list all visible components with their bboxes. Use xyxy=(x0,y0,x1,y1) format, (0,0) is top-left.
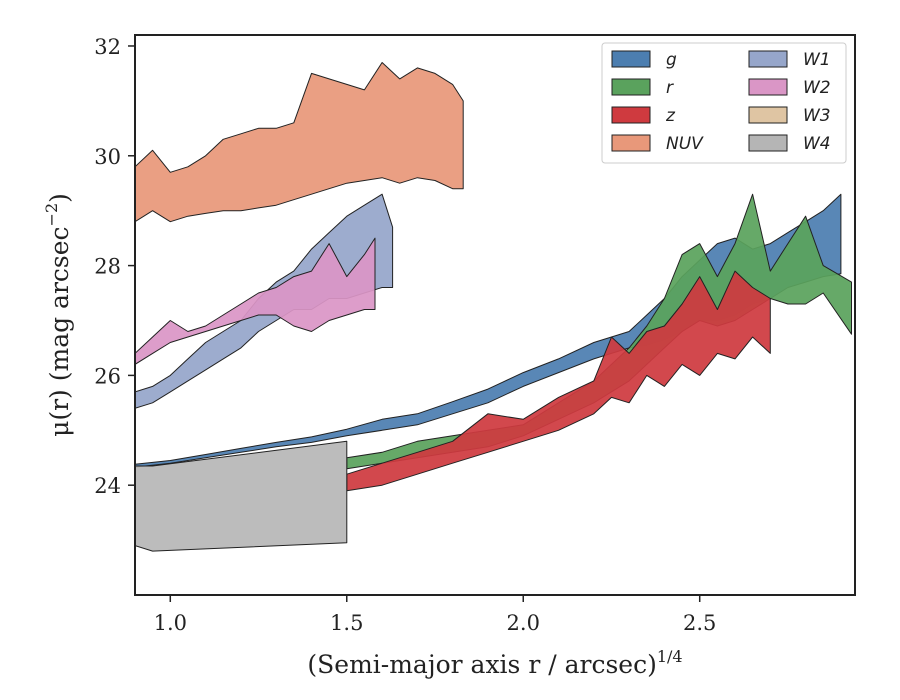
legend-label-z: z xyxy=(665,106,676,126)
legend-label-g: g xyxy=(666,50,677,70)
series-band-w4 xyxy=(135,440,348,552)
legend-swatch-w1 xyxy=(748,50,788,68)
series-band-w2 xyxy=(135,237,376,365)
legend-swatch-r xyxy=(611,78,651,96)
legend-label-w2: W2 xyxy=(803,78,831,98)
legend-swatch-w2 xyxy=(748,78,788,96)
tick-layer: 1.0 1.5 2.0 2.5 24 26 28 30 32 xyxy=(94,35,716,635)
x-tick-label: 2.5 xyxy=(683,611,716,635)
legend-swatch-nuv xyxy=(611,134,651,152)
legend: grz NUV W1 W2 W3 W4 xyxy=(601,42,847,164)
plot-frame xyxy=(134,34,856,596)
legend-label-w4: W4 xyxy=(803,134,831,154)
x-tick-label: 1.5 xyxy=(330,611,363,635)
y-tick-label: 26 xyxy=(94,364,121,388)
legend-swatch-g xyxy=(611,50,651,68)
series-layer xyxy=(135,62,852,552)
y-tick-label: 24 xyxy=(94,474,121,498)
legend-label-nuv: NUV xyxy=(666,134,704,154)
series-band-z xyxy=(346,270,771,492)
legend-swatch-w4 xyxy=(748,134,788,152)
legend-label-r: r xyxy=(666,78,674,98)
legend-swatch-w3 xyxy=(748,106,788,124)
legend-label-w1: W1 xyxy=(803,50,831,70)
y-tick-label: 28 xyxy=(94,255,121,279)
legend-swatch-z xyxy=(611,106,651,124)
legend-frame xyxy=(601,42,847,164)
x-tick-label: 1.0 xyxy=(154,611,187,635)
x-axis-title: (Semi-major axis r / arcsec)1/4 xyxy=(307,647,682,679)
y-axis-title: μ(r) (mag arcsec−2) xyxy=(42,193,74,437)
series-band-nuv xyxy=(135,62,464,223)
y-tick-label: 30 xyxy=(94,145,121,169)
x-tick-label: 2.0 xyxy=(507,611,540,635)
legend-entries: grz NUV W1 W2 W3 W4 xyxy=(611,50,831,154)
y-tick-label: 32 xyxy=(94,35,121,59)
series-band-g xyxy=(135,193,842,468)
legend-label-w3: W3 xyxy=(803,106,831,126)
